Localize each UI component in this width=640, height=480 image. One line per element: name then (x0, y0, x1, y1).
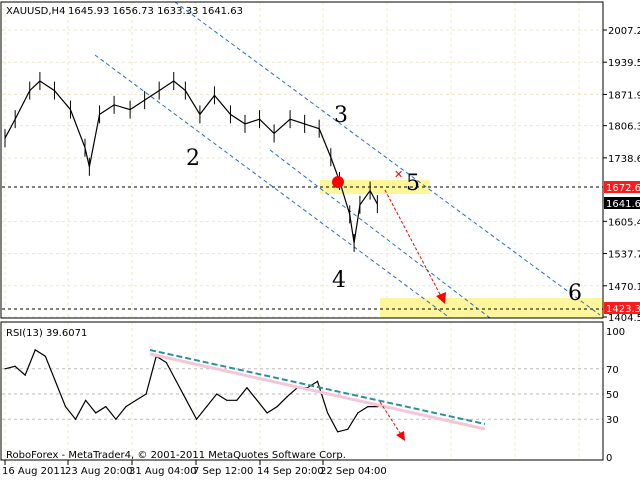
rsi-trendline-shadow (149, 352, 486, 431)
rsi-tick-label: 50 (606, 390, 619, 401)
target-zone-6 (380, 298, 603, 318)
ohlc-values: 1645.93 1656.73 1633.33 1641.63 (68, 6, 243, 17)
rsi-point (14, 365, 16, 367)
rsi-forecast-arrowhead (396, 431, 405, 441)
y-tick-label: 1939.55 (608, 58, 640, 69)
rsi-point (105, 406, 107, 408)
rsi-point (125, 406, 127, 408)
cross-mark: ✕ (394, 168, 403, 181)
price-label-upper-bg (604, 181, 640, 193)
price-label-lower: 1423.33 (606, 304, 640, 315)
x-tick-label: 16 Aug 2011 (2, 466, 66, 477)
y-tick-label: 1470.10 (608, 282, 640, 293)
rsi-tick-label: 30 (606, 415, 619, 426)
rsi-point (24, 374, 26, 376)
rsi-point (115, 418, 117, 420)
wave-label-4: 4 (332, 268, 346, 293)
price-label-upper: 1672.65 (606, 183, 640, 194)
x-tick-label: 23 Aug 20:00 (65, 466, 132, 477)
y-tick-label: 1806.30 (608, 122, 640, 133)
rsi-point (74, 418, 77, 420)
y-tick-label: 1537.75 (608, 250, 640, 261)
y-tick-label: 1871.90 (608, 90, 640, 101)
grid (2, 2, 603, 460)
channel-upper (174, 1, 601, 316)
rsi-point (236, 399, 238, 401)
rsi-tick-label: 70 (606, 365, 619, 376)
rsi-title: RSI(13) 39.6071 (6, 328, 87, 339)
x-tick-label: 14 Sep 20:00 (257, 466, 324, 477)
channel-middle (94, 54, 451, 319)
rsi-point (367, 406, 369, 408)
price-panel (0, 1, 604, 319)
y-tick-label: 1605.40 (608, 217, 640, 228)
rsi-point (85, 399, 87, 401)
entry-dot (332, 176, 344, 188)
rsi-point (216, 393, 218, 395)
rsi-point (195, 418, 198, 420)
rsi-point (95, 412, 97, 414)
price-label-current-bg (604, 197, 640, 209)
rsi-panel (0, 321, 604, 461)
rsi-point (326, 412, 329, 414)
rsi-point (145, 393, 147, 395)
rsi-tick-label: 100 (606, 327, 625, 338)
rsi-series (4, 349, 379, 433)
rsi-forecast-arrow (379, 401, 403, 437)
forecast-arrowhead (436, 292, 446, 304)
rsi-line (4, 349, 378, 433)
rsi-point (316, 380, 319, 382)
wave-label-3: 3 (334, 103, 348, 128)
channel-lower (269, 149, 491, 319)
copyright: RoboForex - MetaTrader4, © 2001-2011 Met… (6, 450, 346, 461)
y-tick-label: 2007.20 (608, 26, 640, 37)
rsi-point (185, 399, 188, 401)
rsi-point (286, 395, 288, 398)
y-tick-label: 1404.50 (608, 313, 640, 324)
rsi-point (337, 431, 339, 433)
price-label-current: 1641.63 (606, 199, 640, 210)
rsi-point (165, 361, 167, 364)
rsi-point (276, 406, 278, 408)
rsi-point (357, 412, 359, 414)
rsi-point (256, 399, 258, 401)
rsi-point (226, 399, 228, 401)
forecast-arrow (384, 189, 444, 301)
rsi-point (135, 399, 137, 401)
wave-label-2: 2 (186, 146, 200, 171)
y-tick-label: 1738.65 (608, 154, 640, 165)
rsi-point (64, 406, 67, 408)
axes: 2007.20 1939.55 1871.90 1806.30 1738.65 1605.… (2, 26, 640, 477)
rsi-point (206, 406, 208, 408)
rsi-point (4, 368, 6, 370)
chart-title: XAUUSD,H4 (6, 6, 65, 17)
x-tick-label: 31 Aug 04:00 (129, 466, 196, 477)
rsi-point (54, 380, 57, 382)
rsi-point (34, 349, 36, 351)
x-tick-label: 7 Sep 12:00 (193, 466, 253, 477)
rsi-point (175, 380, 177, 382)
price-label-lower-bg (604, 302, 640, 314)
rsi-trendline (149, 349, 486, 425)
rsi-point (44, 355, 46, 357)
rsi-tick-label: 0 (606, 453, 612, 464)
rsi-point (347, 428, 349, 430)
wave-label-5: 5 (406, 171, 420, 196)
x-tick-label: 22 Sep 04:00 (320, 466, 387, 477)
rsi-point (246, 387, 248, 389)
wave-label-6: 6 (568, 281, 582, 306)
rsi-point (266, 412, 268, 414)
